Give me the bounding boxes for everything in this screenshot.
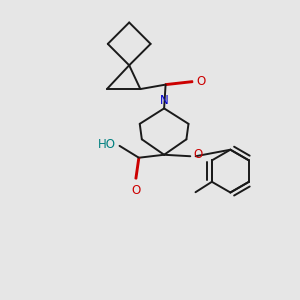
Text: N: N	[160, 94, 169, 107]
Text: HO: HO	[98, 138, 116, 151]
Text: O: O	[193, 148, 203, 161]
Text: O: O	[196, 75, 205, 88]
Text: O: O	[131, 184, 140, 197]
